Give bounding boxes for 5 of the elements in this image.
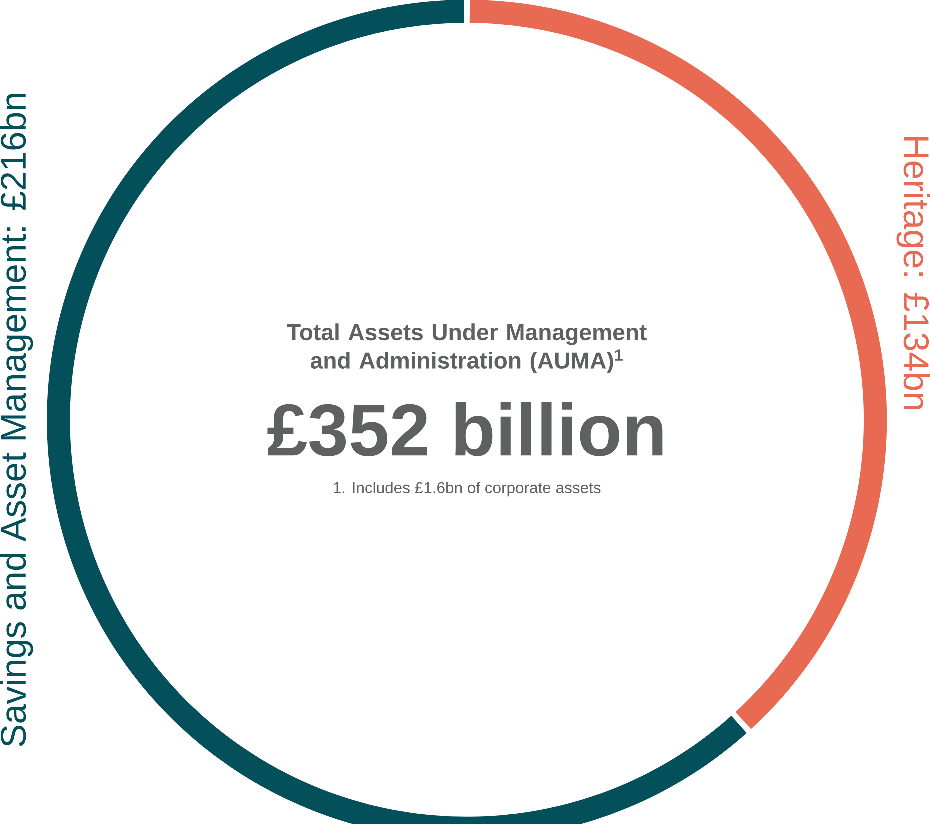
- text: Total Assets Under Management and Administration (AUMA)$^{1}$: [287, 324, 647, 374]
- slice-label: Savings and Asset Management: £216bn: [0, 94, 34, 746]
- slice-label: Heritage: £134bn: [896, 137, 930, 410]
- text: 1. Includes £1.6bn of corporate assets: [334, 482, 601, 497]
- text: £352 billion: [268, 402, 663, 456]
